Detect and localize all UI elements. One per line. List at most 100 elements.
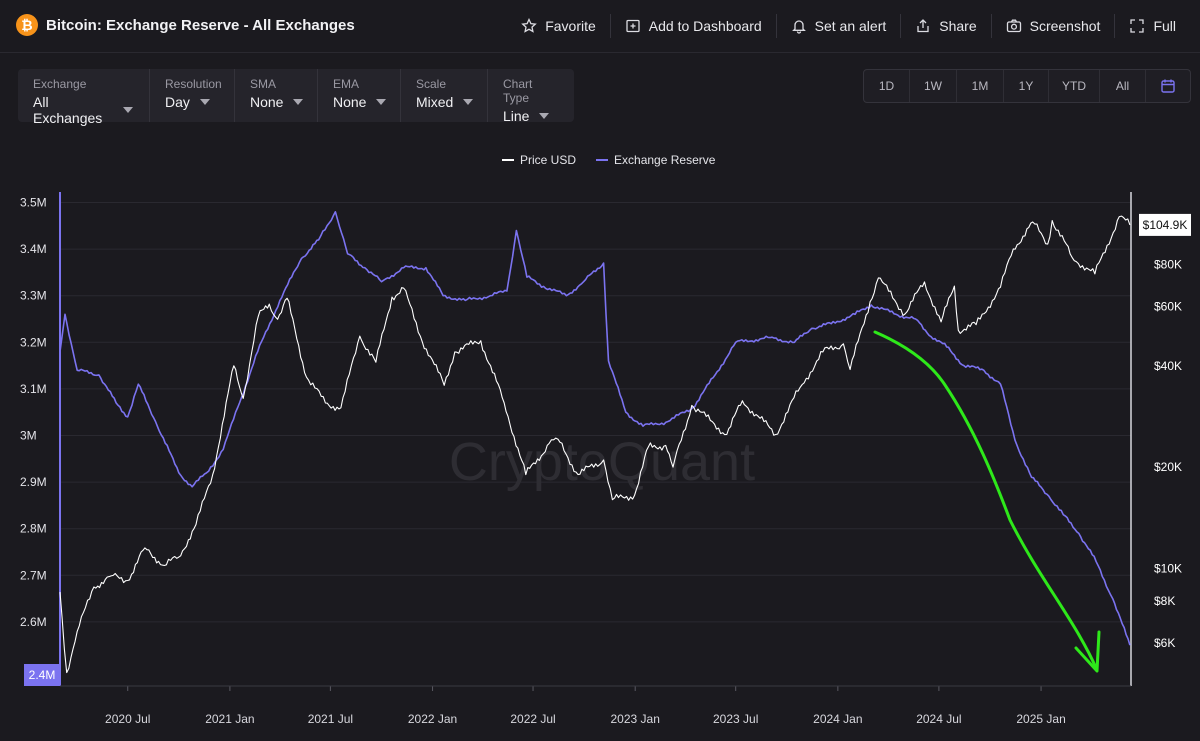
- bell-icon: [791, 20, 806, 34]
- favorite-label: Favorite: [545, 18, 596, 34]
- dashboard-add-icon: [626, 19, 640, 33]
- chart-controls: Exchange All Exchanges Resolution Day SM…: [18, 69, 574, 126]
- y-left-tick-label: 3M: [20, 429, 37, 443]
- y-right-tick-label: $80K: [1154, 258, 1182, 272]
- share-icon: [917, 19, 929, 33]
- ema-label: EMA: [333, 77, 360, 91]
- legend-item-price[interactable]: Price USD: [502, 153, 576, 167]
- legend-swatch-price: [502, 159, 514, 161]
- fullscreen-icon: [1130, 19, 1145, 33]
- x-tick-label: 2023 Jul: [713, 712, 758, 726]
- add-to-dashboard-button[interactable]: Add to Dashboard: [609, 14, 776, 38]
- range-all-button[interactable]: All: [1100, 70, 1146, 102]
- range-ytd-button[interactable]: YTD: [1049, 70, 1100, 102]
- chevron-down-icon: [199, 99, 210, 105]
- favorite-button[interactable]: Favorite: [507, 14, 610, 38]
- chart-type-select[interactable]: Chart Type Line: [488, 69, 574, 124]
- exchange-label: Exchange: [33, 77, 87, 91]
- exchange-value: All Exchanges: [33, 94, 103, 126]
- legend-label-price: Price USD: [520, 153, 577, 167]
- range-1m-button[interactable]: 1M: [957, 70, 1004, 102]
- add-to-dashboard-label: Add to Dashboard: [648, 18, 762, 34]
- y-left-tick-label: 3.4M: [20, 242, 47, 256]
- full-label: Full: [1153, 18, 1176, 34]
- x-tick-label: 2023 Jan: [611, 712, 660, 726]
- bitcoin-icon: ₿: [16, 14, 38, 36]
- sma-label: SMA: [250, 77, 277, 91]
- exchange-select[interactable]: Exchange All Exchanges: [18, 69, 150, 126]
- chart-type-label: Chart Type: [503, 77, 533, 105]
- x-tick-label: 2024 Jan: [813, 712, 862, 726]
- resolution-label: Resolution: [165, 77, 222, 91]
- sma-select[interactable]: SMA None: [235, 69, 318, 122]
- sma-value: None: [250, 94, 284, 110]
- y-right-tick-label: $40K: [1154, 359, 1182, 373]
- x-tick-label: 2021 Jan: [205, 712, 254, 726]
- y-right-tick-label: $20K: [1154, 460, 1182, 474]
- range-1d-button[interactable]: 1D: [864, 70, 910, 102]
- y-left-tick-label: 3.2M: [20, 335, 47, 349]
- current-reserve-badge: [24, 664, 60, 686]
- y-left-tick-label: 2.6M: [20, 615, 47, 629]
- x-tick-label: 2021 Jul: [308, 712, 353, 726]
- screenshot-button[interactable]: Screenshot: [990, 14, 1115, 38]
- x-tick-label: 2022 Jul: [510, 712, 555, 726]
- chevron-down-icon: [463, 99, 474, 105]
- range-1w-button[interactable]: 1W: [910, 70, 957, 102]
- top-bar: ₿ Bitcoin: Exchange Reserve - All Exchan…: [0, 0, 1200, 53]
- x-tick-label: 2025 Jan: [1016, 712, 1065, 726]
- current-price-label: $104.9K: [1143, 218, 1188, 232]
- y-left-tick-label: 2.9M: [20, 475, 47, 489]
- calendar-icon: [1161, 79, 1175, 93]
- x-tick-label: 2024 Jul: [916, 712, 961, 726]
- y-right-tick-label: $10K: [1154, 561, 1182, 575]
- header-actions: Favorite Add to Dashboard Set an alert S…: [507, 10, 1190, 42]
- x-tick-label: 2022 Jan: [408, 712, 457, 726]
- ema-select[interactable]: EMA None: [318, 69, 401, 122]
- set-alert-label: Set an alert: [814, 18, 887, 34]
- price-usd-line: [59, 215, 1131, 674]
- scale-value: Mixed: [416, 94, 454, 110]
- legend-label-reserve: Exchange Reserve: [614, 153, 716, 167]
- full-button[interactable]: Full: [1114, 14, 1190, 38]
- y-right-tick-label: $60K: [1154, 300, 1182, 314]
- legend-swatch-reserve: [596, 159, 609, 161]
- star-icon: [521, 18, 538, 33]
- title-wrap: ₿ Bitcoin: Exchange Reserve - All Exchan…: [16, 14, 355, 36]
- share-label: Share: [939, 18, 977, 34]
- y-left-tick-label: 3.1M: [20, 382, 47, 396]
- current-reserve-label: 2.4M: [29, 668, 56, 682]
- y-left-tick-label: 2.7M: [20, 568, 47, 582]
- screenshot-label: Screenshot: [1029, 18, 1101, 34]
- y-left-tick-label: 3.5M: [20, 196, 47, 210]
- y-right-tick-label: $8K: [1154, 594, 1175, 608]
- x-tick-label: 2020 Jul: [105, 712, 150, 726]
- chevron-down-icon: [376, 99, 387, 105]
- set-alert-button[interactable]: Set an alert: [775, 14, 901, 38]
- y-right-tick-label: $6K: [1154, 636, 1175, 650]
- exchange-reserve-line: [59, 211, 1131, 646]
- ema-value: None: [333, 94, 367, 110]
- y-left-tick-label: 3.3M: [20, 289, 47, 303]
- chevron-down-icon: [123, 107, 133, 113]
- chevron-down-icon: [539, 113, 550, 119]
- current-price-badge: [1139, 213, 1191, 236]
- range-1y-button[interactable]: 1Y: [1004, 70, 1049, 102]
- chart-legend: Price USD Exchange Reserve: [502, 153, 735, 167]
- resolution-value: Day: [165, 94, 190, 110]
- resolution-select[interactable]: Resolution Day: [150, 69, 235, 122]
- scale-select[interactable]: Scale Mixed: [401, 69, 488, 122]
- annotation-arrow-shaft: [873, 330, 1099, 672]
- chart-type-value: Line: [503, 108, 530, 124]
- y-left-tick-label: 2.8M: [20, 522, 47, 536]
- annotation-arrow-head: [1074, 630, 1101, 673]
- page-title: Bitcoin: Exchange Reserve - All Exchange…: [46, 16, 355, 34]
- scale-label: Scale: [416, 77, 447, 91]
- share-button[interactable]: Share: [900, 14, 990, 38]
- camera-icon: [1006, 19, 1021, 33]
- time-range-selector: 1D 1W 1M 1Y YTD All: [863, 69, 1191, 103]
- date-picker-button[interactable]: [1146, 70, 1190, 102]
- chevron-down-icon: [293, 99, 304, 105]
- legend-item-reserve[interactable]: Exchange Reserve: [596, 153, 715, 167]
